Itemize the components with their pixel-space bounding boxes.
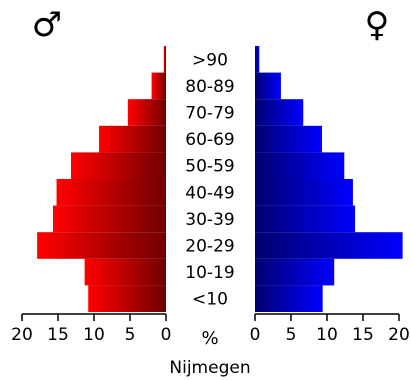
male-tick-label-20: 20 [11, 325, 33, 345]
female-bar-30-39 [255, 205, 356, 233]
male-tick-label-5: 5 [125, 325, 136, 345]
female-tick-label-15: 15 [352, 325, 374, 345]
male-tick-label-15: 15 [47, 325, 69, 345]
female-bar-over-90 [255, 46, 260, 73]
x-axis: 0 0 5 5 10 10 15 15 20 20 [11, 313, 410, 345]
male-bar-over-90 [163, 46, 166, 73]
female-tick-label-5: 5 [286, 325, 297, 345]
female-bar-10-19 [255, 258, 335, 286]
age-label-50-59: 50-59 [185, 157, 234, 177]
male-tick-label-10: 10 [83, 325, 105, 345]
age-label-30-39: 30-39 [185, 210, 234, 230]
male-bar-60-69 [99, 125, 166, 153]
male-symbol: ♂ [32, 5, 62, 45]
male-bar-70-79 [127, 99, 166, 126]
age-label-60-69: 60-69 [185, 130, 234, 150]
female-bar-80-89 [255, 72, 281, 100]
male-bar-40-49 [56, 179, 167, 206]
age-label-70-79: 70-79 [185, 104, 234, 124]
female-symbol: ♀ [365, 5, 390, 45]
male-bar-20-29 [37, 232, 167, 259]
male-tick-label-0: 0 [161, 325, 172, 345]
female-bar-60-69 [255, 125, 322, 153]
age-label-under-10: <10 [192, 290, 228, 310]
unit-label: % [201, 328, 218, 349]
age-label-10-19: 10-19 [185, 263, 234, 283]
age-label-over-90: >90 [192, 50, 228, 70]
female-bar-50-59 [255, 152, 345, 179]
female-bar-40-49 [255, 179, 353, 206]
female-tick-label-10: 10 [316, 325, 338, 345]
age-group-labels: >90 80-89 70-79 60-69 50-59 40-49 30-39 20-29 10… [185, 50, 234, 309]
male-bar-80-89 [151, 72, 166, 100]
male-bar-30-39 [52, 205, 166, 233]
female-bars [255, 46, 403, 312]
male-bar-under-10 [88, 285, 166, 312]
age-label-20-29: 20-29 [185, 237, 234, 257]
male-bar-50-59 [70, 152, 166, 179]
female-tick-label-0: 0 [250, 325, 261, 345]
female-bar-70-79 [255, 99, 304, 126]
male-bars [37, 46, 167, 312]
male-bar-10-19 [84, 258, 166, 286]
age-label-80-89: 80-89 [185, 77, 234, 97]
female-bar-under-10 [255, 285, 323, 312]
x-axis-title: Nijmegen [169, 358, 250, 378]
age-label-40-49: 40-49 [185, 183, 234, 203]
female-tick-label-20: 20 [388, 325, 410, 345]
female-bar-20-29 [255, 232, 403, 259]
